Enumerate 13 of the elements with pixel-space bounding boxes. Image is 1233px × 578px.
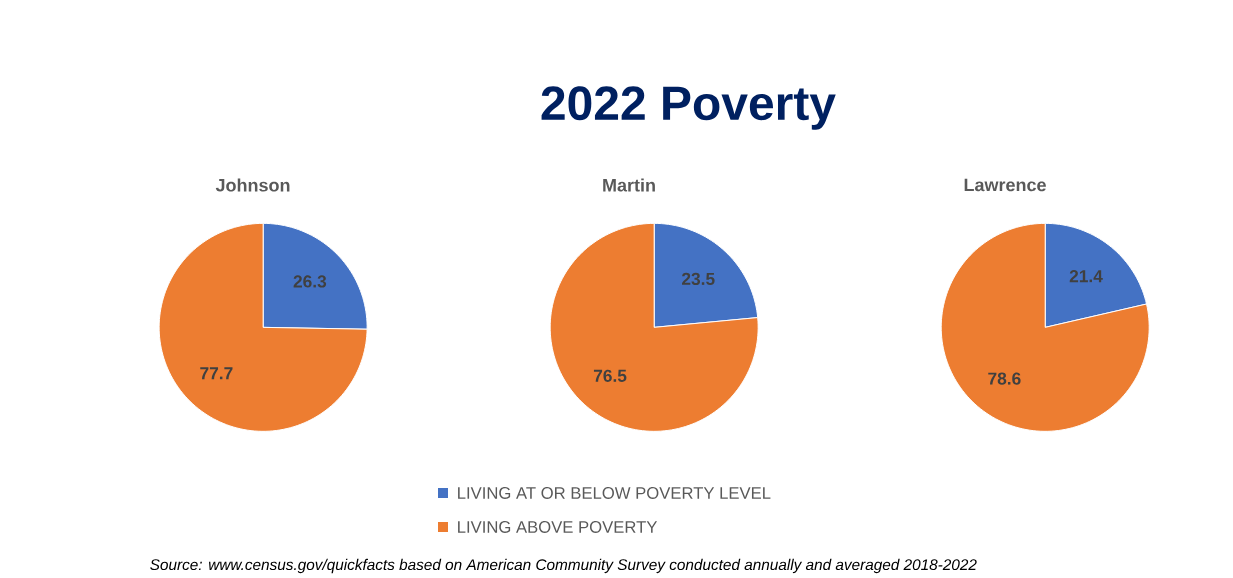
data-label: 77.7 bbox=[200, 367, 233, 380]
data-label: 23.5 bbox=[682, 272, 715, 286]
chart-title: Lawrence bbox=[964, 178, 1046, 192]
data-label: 76.5 bbox=[593, 369, 627, 382]
data-label: 21.4 bbox=[1069, 270, 1103, 283]
legend-label: LIVING AT OR BELOW POVERTY LEVEL bbox=[458, 487, 771, 499]
text: Source: www.census.gov/quickfacts based on American Community Survey conducted annually and averaged 2018-2022 bbox=[150, 558, 977, 574]
chart-title: Martin bbox=[603, 178, 655, 192]
data-label: 78.6 bbox=[988, 372, 1021, 385]
legend-label: LIVING ABOVE POVERTY bbox=[458, 521, 658, 533]
chart-title: Johnson bbox=[215, 178, 290, 192]
data-label: 26.3 bbox=[293, 275, 327, 288]
text: 2022 Poverty bbox=[541, 86, 836, 130]
